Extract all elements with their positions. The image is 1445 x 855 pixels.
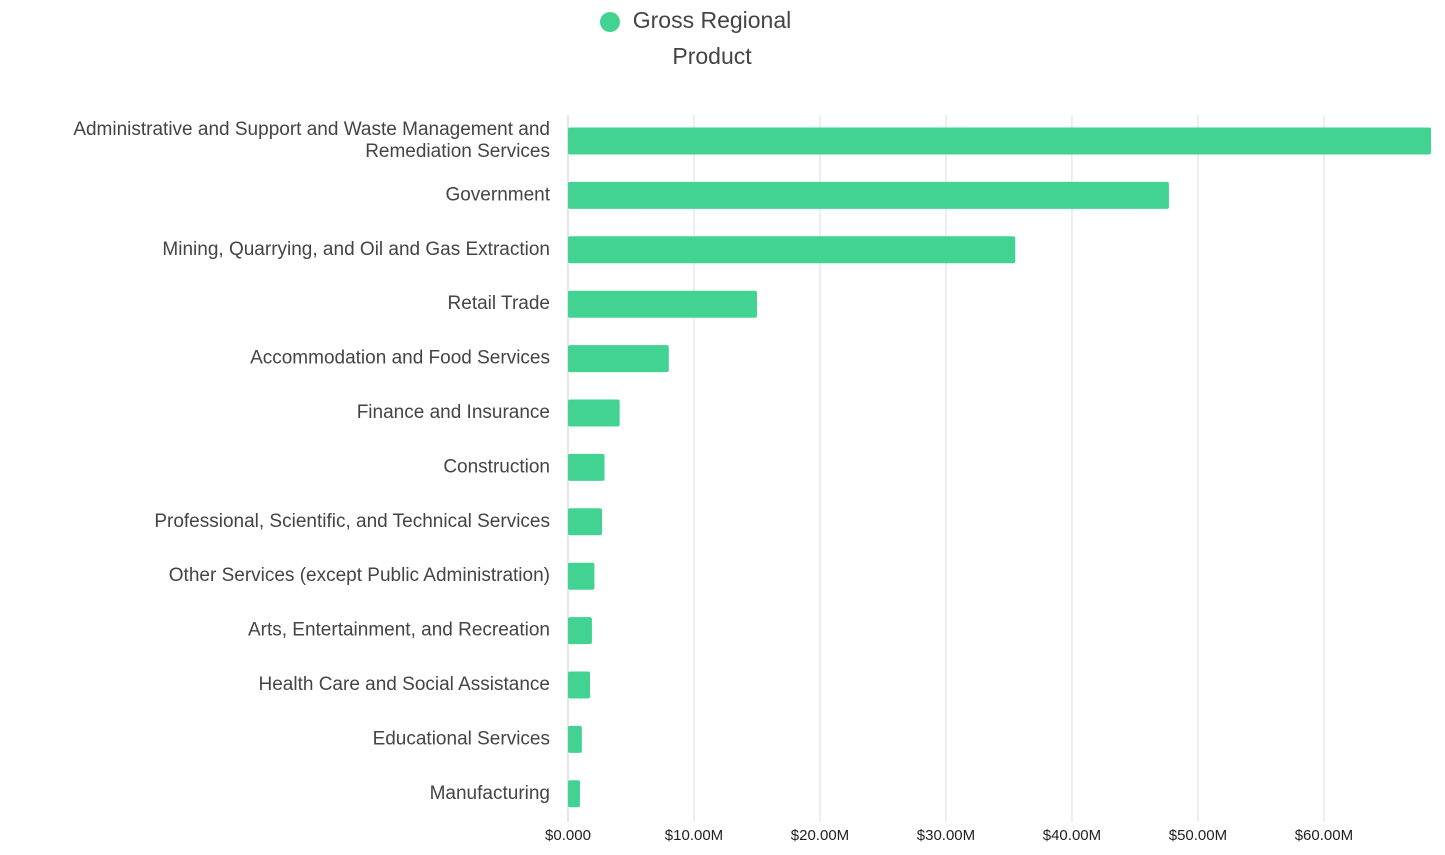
y-tick-label-line: Professional, Scientific, and Technical … xyxy=(154,511,550,532)
y-tick-label: Construction xyxy=(443,456,550,477)
y-tick-label: Administrative and Support and Waste Man… xyxy=(73,119,550,162)
y-tick-label-line: Other Services (except Public Administra… xyxy=(169,565,550,586)
bar xyxy=(568,181,1169,209)
legend-marker xyxy=(600,12,620,32)
y-tick-label: Mining, Quarrying, and Oil and Gas Extra… xyxy=(162,239,550,260)
y-tick-label-line: Educational Services xyxy=(373,728,550,749)
y-tick-label: Arts, Entertainment, and Recreation xyxy=(248,620,550,641)
bar xyxy=(568,780,580,808)
bar xyxy=(568,345,669,373)
y-tick-label: Other Services (except Public Administra… xyxy=(169,565,550,586)
y-tick-label: Professional, Scientific, and Technical … xyxy=(154,511,550,532)
x-tick-label: $30.00M xyxy=(917,827,975,844)
x-tick-label: $20.00M xyxy=(791,827,849,844)
bar xyxy=(568,236,1016,264)
y-tick-label: Health Care and Social Assistance xyxy=(259,674,551,695)
legend-label-line: Gross Regional xyxy=(633,7,792,33)
legend-label: Gross Regional Product xyxy=(633,7,792,69)
y-tick-label-line: Health Care and Social Assistance xyxy=(259,674,551,695)
bar xyxy=(568,399,620,427)
x-tick-label: $50.00M xyxy=(1169,827,1227,844)
x-tick-label: $0.000 xyxy=(545,827,591,844)
y-tick-label-line: Government xyxy=(445,184,550,205)
y-tick-label: Educational Services xyxy=(373,728,550,749)
y-tick-label-line: Retail Trade xyxy=(448,293,550,314)
y-tick-label: Finance and Insurance xyxy=(357,402,550,423)
x-tick-label: $40.00M xyxy=(1043,827,1101,844)
y-tick-label: Retail Trade xyxy=(448,293,550,314)
y-tick-label-line: Arts, Entertainment, and Recreation xyxy=(248,620,550,641)
bar xyxy=(568,671,591,699)
bar xyxy=(568,453,605,481)
y-tick-label: Government xyxy=(445,184,550,205)
y-tick-label-line: Mining, Quarrying, and Oil and Gas Extra… xyxy=(162,239,550,260)
y-tick-label-line: Finance and Insurance xyxy=(357,402,550,423)
y-tick-label-line: Administrative and Support and Waste Man… xyxy=(73,119,550,140)
y-tick-label: Accommodation and Food Services xyxy=(250,348,550,369)
bar xyxy=(568,127,1431,155)
y-tick-label-line: Manufacturing xyxy=(430,783,550,804)
x-tick-label: $60.00M xyxy=(1295,827,1353,844)
bar xyxy=(568,725,582,753)
bar xyxy=(568,290,757,318)
y-tick-label-line: Construction xyxy=(443,456,550,477)
bar xyxy=(568,508,603,536)
y-tick-label-line: Remediation Services xyxy=(365,141,550,162)
y-tick-label-line: Accommodation and Food Services xyxy=(250,348,550,369)
bar xyxy=(568,562,595,590)
bar xyxy=(568,617,592,645)
y-tick-label: Manufacturing xyxy=(430,783,550,804)
x-tick-label: $10.00M xyxy=(665,827,723,844)
legend-label-line: Product xyxy=(672,43,752,69)
